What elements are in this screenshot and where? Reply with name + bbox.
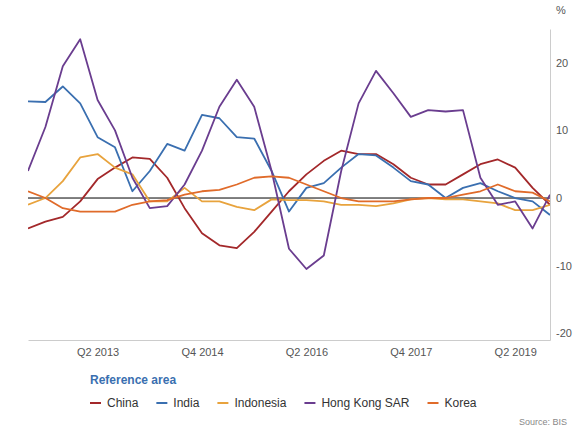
y-label: %	[556, 4, 566, 16]
y-tick: 20	[550, 57, 568, 69]
legend-label: China	[107, 396, 139, 410]
legend-swatch	[428, 402, 439, 404]
y-tick: 0	[550, 192, 562, 204]
series-line	[28, 151, 550, 248]
source: Source: BIS	[519, 417, 567, 427]
series-line	[28, 86, 550, 214]
legend-swatch	[304, 402, 315, 404]
y-tick-label: -10	[556, 260, 572, 272]
legend-label: India	[173, 396, 199, 410]
legend-label: Indonesia	[234, 396, 286, 410]
legend-swatch	[217, 402, 228, 404]
x-tick-label: Q2 2016	[286, 346, 328, 358]
y-tick: -10	[550, 260, 572, 272]
x-tick: Q2 2013	[77, 340, 119, 358]
x-axis-line	[29, 340, 551, 341]
x-axis: Q2 2013 Q4 2014 Q2 2016 Q4 2017 Q2 2019	[29, 340, 551, 358]
legend-item: Korea	[428, 396, 477, 410]
x-tick-label: Q4 2014	[181, 346, 223, 358]
y-axis-line	[550, 30, 551, 341]
y-tick-label: 10	[556, 124, 568, 136]
legend-swatch	[90, 402, 101, 404]
series-line	[28, 154, 550, 210]
x-tick-label: Q2 2013	[77, 346, 119, 358]
zero-line	[28, 198, 550, 199]
plot-area	[28, 39, 550, 269]
y-axis: -20 -10 0 10 20	[550, 30, 572, 341]
x-tick: Q4 2014	[181, 340, 223, 358]
x-tick-label: Q2 2019	[495, 346, 537, 358]
y-tick: -20	[550, 327, 572, 339]
legend-item: Indonesia	[217, 396, 286, 410]
y-tick-label: 20	[556, 57, 568, 69]
legend-swatch	[156, 402, 167, 404]
legend-item: China	[90, 396, 139, 410]
x-tick: Q4 2017	[390, 340, 432, 358]
legend-label: Korea	[445, 396, 477, 410]
y-tick-label: -20	[556, 327, 572, 339]
x-tick-label: Q4 2017	[390, 346, 432, 358]
x-tick: Q2 2016	[286, 340, 328, 358]
y-tick-label: 0	[556, 192, 562, 204]
legend-label: Hong Kong SAR	[321, 396, 409, 410]
series-line	[28, 176, 550, 211]
y-tick: 10	[550, 124, 568, 136]
chart: -20 -10 0 10 20% Q2 2013 Q4 2014 Q2 2016 Q4 2017…	[0, 0, 575, 431]
legend-title: Reference area	[90, 373, 176, 387]
x-tick: Q2 2019	[495, 340, 537, 358]
legend: Reference area China India Indonesia Hong Ko…	[90, 373, 477, 410]
legend-item: Hong Kong SAR	[304, 396, 409, 410]
legend-item: India	[156, 396, 199, 410]
series-line	[28, 39, 550, 269]
